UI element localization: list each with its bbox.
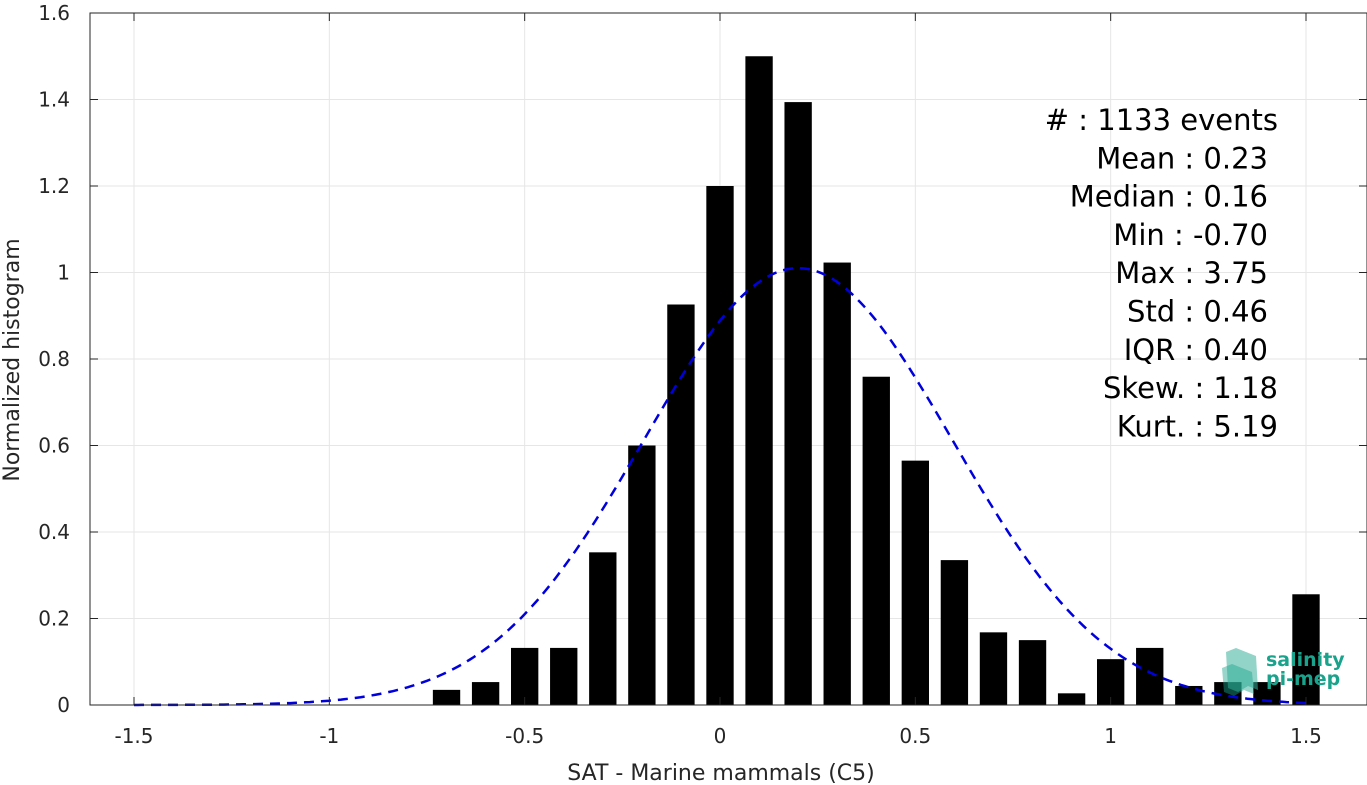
histogram-bar xyxy=(667,304,695,705)
stat-line: Max : 3.75 xyxy=(1115,256,1268,290)
y-tick-label: 0.6 xyxy=(38,434,70,458)
y-tick-label: 0.8 xyxy=(38,347,70,371)
histogram-bar xyxy=(940,560,969,705)
histogram-bar xyxy=(784,102,812,706)
histogram-bar xyxy=(862,376,890,705)
histogram-bar xyxy=(1057,693,1086,705)
histogram-bar xyxy=(589,552,617,705)
stat-line: # : 1133 events xyxy=(1045,103,1278,137)
y-axis-ticks: 0 0.2 0.4 0.6 0.8 1 1.2 1.4 1.6 xyxy=(38,1,1367,717)
histogram-bar xyxy=(823,262,851,705)
x-tick-label: -1.5 xyxy=(114,724,153,748)
logo-wave-icon-back xyxy=(1222,664,1254,696)
histogram-bar xyxy=(628,445,656,705)
y-tick-label: 1.2 xyxy=(38,174,70,198)
x-tick-label: -0.5 xyxy=(505,724,544,748)
x-tick-label: 0 xyxy=(714,724,727,748)
histogram-bar xyxy=(706,186,734,705)
stat-line: IQR : 0.40 xyxy=(1124,333,1268,367)
logo-wave-icon xyxy=(1226,648,1258,692)
histogram-bar xyxy=(471,682,500,705)
histogram-bar xyxy=(1253,682,1281,705)
x-axis-ticks: -1.5 -1 -0.5 0 0.5 1 1.5 xyxy=(114,13,1322,748)
y-tick-label: 0.4 xyxy=(38,520,70,544)
histogram-bar xyxy=(1136,647,1164,705)
stat-line: Kurt. : 5.19 xyxy=(1117,409,1278,443)
statistics-annotation: # : 1133 events Mean : 0.23 Median : 0.16 M… xyxy=(1045,103,1278,443)
x-tick-label: 1.5 xyxy=(1290,724,1322,748)
y-tick-label: 1.6 xyxy=(38,1,70,25)
histogram-bar xyxy=(979,632,1008,705)
y-tick-label: 1 xyxy=(57,261,70,285)
stat-line: Skew. : 1.18 xyxy=(1103,371,1278,405)
histogram-bar xyxy=(1018,640,1047,705)
histogram-bar xyxy=(432,689,461,705)
histogram-bar xyxy=(901,460,930,705)
histogram-bar xyxy=(1292,594,1320,705)
histogram-bar xyxy=(745,56,773,705)
logo-text-line1: salinity xyxy=(1266,649,1345,671)
x-tick-label: -1 xyxy=(319,724,339,748)
stat-line: Min : -0.70 xyxy=(1113,218,1268,252)
salinity-pi-mep-logo: salinity pi-mep xyxy=(1222,648,1345,696)
stat-line: Median : 0.16 xyxy=(1070,180,1268,214)
x-axis-label: SAT - Marine mammals (C5) xyxy=(567,761,875,785)
x-tick-label: 0.5 xyxy=(899,724,931,748)
y-tick-label: 1.4 xyxy=(38,88,70,112)
stat-line: Std : 0.46 xyxy=(1127,295,1268,329)
x-tick-label: 1 xyxy=(1104,724,1117,748)
histogram-bar xyxy=(1175,685,1203,705)
stat-line: Mean : 0.23 xyxy=(1096,141,1268,175)
y-tick-label: 0 xyxy=(57,693,70,717)
logo-text-line2: pi-mep xyxy=(1266,668,1340,690)
histogram-bar xyxy=(550,647,578,705)
y-tick-label: 0.2 xyxy=(38,607,70,631)
y-axis-label: Normalized histogram xyxy=(0,238,25,481)
histogram-bars xyxy=(432,56,1320,706)
histogram-bar xyxy=(510,647,539,705)
